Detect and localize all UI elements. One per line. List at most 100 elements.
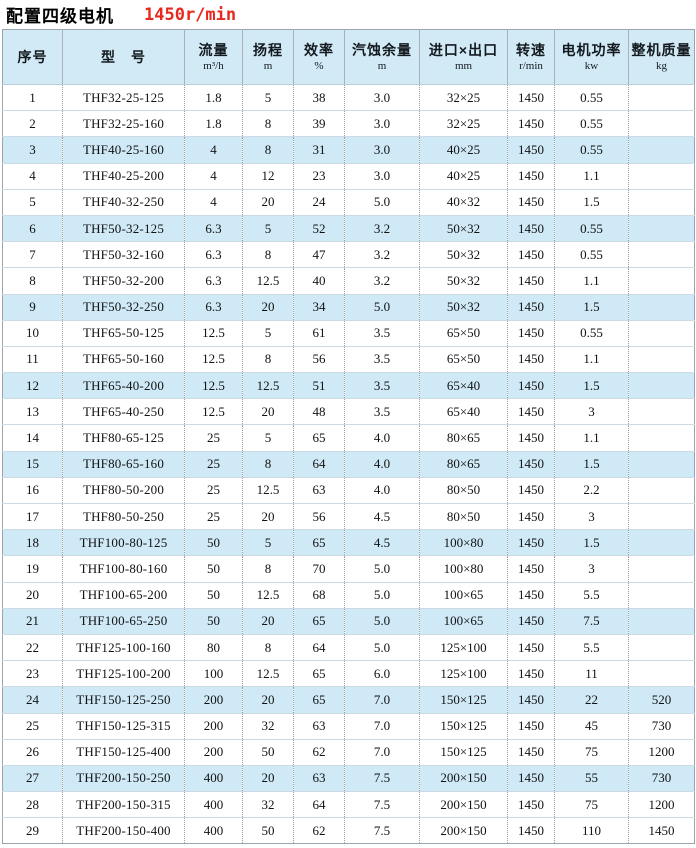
table-row: 11 THF65-50-160 12.5 8 56 3.5 65×50 1450 1.1: [2, 345, 695, 373]
value-cell: 100×80: [419, 555, 508, 583]
table-row: 12 THF65-40-200 12.5 12.5 51 3.5 65×40 1450 1.5: [2, 372, 695, 399]
value-cell: 32: [242, 791, 294, 818]
value-cell: 7.0: [344, 686, 420, 713]
value-cell: 400: [184, 817, 243, 844]
model-cell: THF125-100-160: [62, 633, 185, 661]
value-cell: 40×25: [419, 162, 508, 190]
row-number-cell: 9: [2, 293, 63, 321]
value-cell: 63: [293, 764, 345, 792]
value-cell: 1450: [507, 607, 555, 635]
row-number-cell: 6: [2, 214, 63, 242]
model-cell: THF125-100-200: [62, 660, 185, 687]
value-cell: 8: [242, 110, 294, 137]
value-cell: 100×80: [419, 529, 508, 556]
value-cell: 64: [293, 791, 345, 818]
column-header-3: 扬程 m: [242, 29, 294, 85]
value-cell: [628, 293, 695, 321]
value-cell: 6.0: [344, 660, 420, 687]
header-row: 序号 型 号 流量 m³/h 扬程 m 效率% 汽蚀余量 m 进口×出口 mm 转速 r/min 电机功率…: [2, 29, 695, 85]
table-row: 7 THF50-32-160 6.3 8 47 3.2 50×32 1450 0.55: [2, 241, 695, 268]
value-cell: 1.5: [554, 450, 629, 478]
value-cell: 7.0: [344, 738, 420, 766]
value-cell: 63: [293, 476, 345, 504]
value-cell: 150×125: [419, 686, 508, 713]
value-cell: 5.0: [344, 555, 420, 583]
value-cell: 40×32: [419, 188, 508, 216]
value-cell: [628, 398, 695, 425]
value-cell: 51: [293, 372, 345, 399]
value-cell: 12.5: [184, 372, 243, 399]
value-cell: 34: [293, 293, 345, 321]
value-cell: 56: [293, 345, 345, 373]
table-row: 6 THF50-32-125 6.3 5 52 3.2 50×32 1450 0.55: [2, 214, 695, 242]
model-cell: THF50-32-125: [62, 214, 185, 242]
value-cell: 12.5: [242, 267, 294, 294]
row-number-cell: 18: [2, 529, 63, 556]
value-cell: 1450: [507, 529, 555, 556]
column-label: 效率: [304, 42, 334, 58]
title-speed-text: 1450r/min: [144, 4, 237, 25]
table-row: 22 THF125-100-160 80 8 64 5.0 125×100 1450 5.5: [2, 633, 695, 661]
value-cell: 1450: [628, 817, 695, 844]
value-cell: 3: [554, 502, 629, 530]
value-cell: 1450: [507, 633, 555, 661]
value-cell: 50: [242, 738, 294, 766]
value-cell: 1.8: [184, 83, 243, 111]
value-cell: 20: [242, 764, 294, 792]
value-cell: 6.3: [184, 241, 243, 268]
value-cell: 48: [293, 398, 345, 425]
value-cell: 4: [184, 188, 243, 216]
value-cell: 4.5: [344, 502, 420, 530]
table-row: 10 THF65-50-125 12.5 5 61 3.5 65×50 1450 0.55: [2, 319, 695, 347]
value-cell: 1450: [507, 555, 555, 583]
value-cell: 22: [554, 686, 629, 713]
table-body: 1 THF32-25-125 1.8 5 38 3.0 32×25 1450 0.55 2 THF3…: [2, 83, 695, 844]
table-header: 序号 型 号 流量 m³/h 扬程 m 效率% 汽蚀余量 m 进口×出口 mm 转速 r/min 电机功率…: [2, 29, 695, 85]
value-cell: 8: [242, 136, 294, 164]
value-cell: 8: [242, 555, 294, 583]
table-row: 25 THF150-125-315 200 32 63 7.0 150×125 1450 45 7…: [2, 712, 695, 740]
table-row: 16 THF80-50-200 25 12.5 63 4.0 80×50 1450 2.2: [2, 476, 695, 504]
value-cell: 1.1: [554, 424, 629, 452]
value-cell: 31: [293, 136, 345, 164]
table-row: 13 THF65-40-250 12.5 20 48 3.5 65×40 1450 3: [2, 398, 695, 425]
value-cell: 3.0: [344, 110, 420, 137]
value-cell: 80×50: [419, 476, 508, 504]
value-cell: 0.55: [554, 83, 629, 111]
model-cell: THF32-25-160: [62, 110, 185, 137]
value-cell: 1450: [507, 398, 555, 425]
value-cell: 8: [242, 241, 294, 268]
row-number-cell: 27: [2, 764, 63, 792]
value-cell: 20: [242, 293, 294, 321]
model-cell: THF65-40-200: [62, 372, 185, 399]
value-cell: 200: [184, 712, 243, 740]
row-number-cell: 15: [2, 450, 63, 478]
value-cell: 40×25: [419, 136, 508, 164]
value-cell: 5.0: [344, 293, 420, 321]
value-cell: [628, 581, 695, 609]
value-cell: 50: [184, 555, 243, 583]
value-cell: 1450: [507, 476, 555, 504]
value-cell: 1.5: [554, 293, 629, 321]
table-row: 28 THF200-150-315 400 32 64 7.5 200×150 1450 75 1…: [2, 791, 695, 818]
value-cell: 4: [184, 162, 243, 190]
value-cell: 50×32: [419, 293, 508, 321]
column-unit: r/min: [519, 60, 543, 72]
value-cell: 200×150: [419, 791, 508, 818]
value-cell: 1450: [507, 712, 555, 740]
table-row: 9 THF50-32-250 6.3 20 34 5.0 50×32 1450 1.5: [2, 293, 695, 321]
model-cell: THF100-80-125: [62, 529, 185, 556]
value-cell: 65: [293, 424, 345, 452]
value-cell: 1450: [507, 110, 555, 137]
row-number-cell: 12: [2, 372, 63, 399]
value-cell: 62: [293, 738, 345, 766]
value-cell: 0.55: [554, 241, 629, 268]
value-cell: 61: [293, 319, 345, 347]
value-cell: 55: [554, 764, 629, 792]
value-cell: 32: [242, 712, 294, 740]
value-cell: 100: [184, 660, 243, 687]
value-cell: 1450: [507, 686, 555, 713]
table-row: 23 THF125-100-200 100 12.5 65 6.0 125×100 1450 1…: [2, 660, 695, 687]
value-cell: 1.5: [554, 372, 629, 399]
row-number-cell: 20: [2, 581, 63, 609]
